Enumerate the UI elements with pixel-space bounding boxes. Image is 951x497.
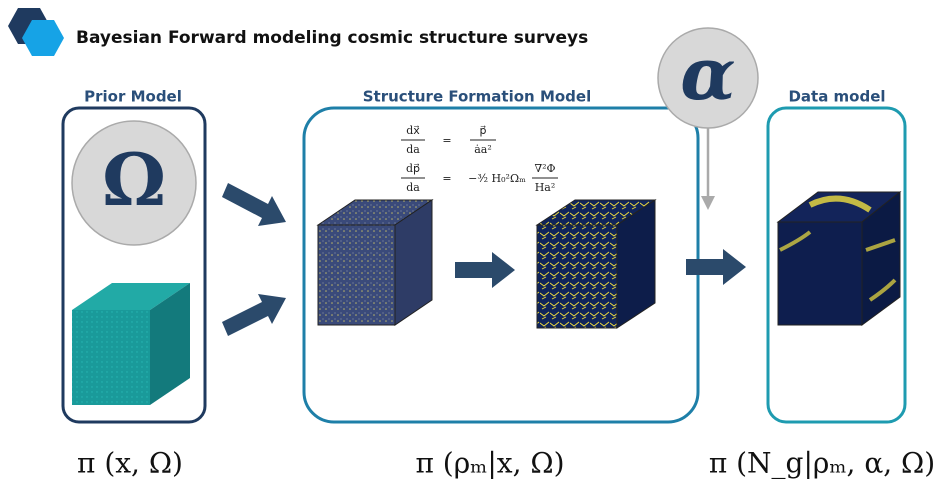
formula: π (ρₘ|x, Ω) — [415, 447, 564, 480]
eq-den: da — [406, 181, 420, 194]
omega-symbol: Ω — [102, 137, 166, 222]
arrow — [222, 183, 286, 226]
equations: dx⃗ da = p⃗ ȧa² dp⃗ da = −³⁄₂ H₀²Ωₘ ∇²Φ … — [401, 124, 558, 194]
arrow — [686, 249, 746, 285]
prior-box — [61, 106, 207, 424]
eq-den: Ha² — [535, 181, 556, 194]
panel-label: Prior Model — [84, 88, 182, 106]
panel-label: Structure Formation Model — [363, 88, 591, 106]
initial-density-cube — [316, 199, 434, 326]
eq-num: ∇²Φ — [534, 162, 555, 175]
eq-den: ȧa² — [474, 143, 492, 156]
arrow — [222, 294, 286, 336]
eq-rel: = — [442, 134, 451, 147]
eq-prefix: −³⁄₂ H₀²Ωₘ — [468, 172, 526, 185]
eq-rel: = — [442, 172, 451, 185]
panel-label: Data model — [788, 88, 885, 106]
alpha-arrowhead — [701, 196, 715, 210]
formula: π (N_g|ρₘ, α, Ω) — [709, 447, 935, 480]
eq-num: dp⃗ — [406, 162, 420, 175]
eq-num: dx⃗ — [406, 124, 420, 137]
initial-field-cube — [72, 283, 190, 405]
header-title: Bayesian Forward modeling cosmic structu… — [76, 28, 588, 48]
eq-num: p⃗ — [480, 124, 487, 137]
omega-circle — [71, 120, 197, 246]
data-box — [766, 106, 907, 424]
arrow — [455, 252, 515, 288]
logo — [8, 8, 64, 56]
eq-den: da — [406, 143, 420, 156]
formula: π (x, Ω) — [77, 447, 183, 480]
alpha-symbol: α — [680, 31, 735, 116]
evolved-density-cube — [535, 199, 657, 329]
galaxy-cube — [776, 190, 902, 326]
